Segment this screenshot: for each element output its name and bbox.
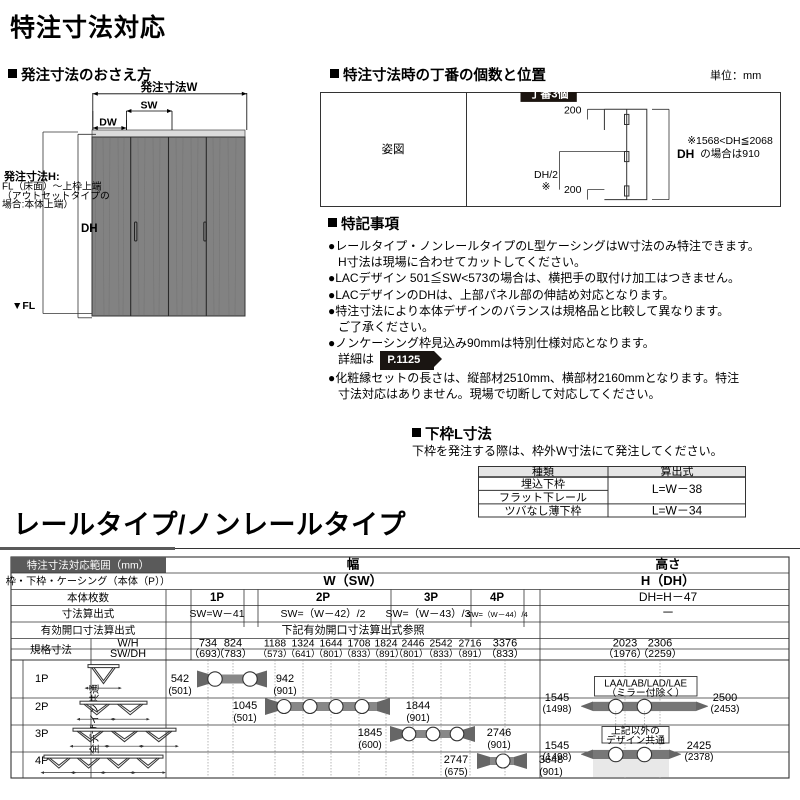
svg-text:H（DH）: H（DH） — [641, 573, 695, 588]
svg-text:(1498): (1498) — [543, 752, 572, 763]
svg-text:枠・下枠・ケーシング（本体（P））: 枠・下枠・ケーシング（本体（P）） — [6, 575, 171, 588]
svg-text:1844: 1844 — [406, 700, 430, 712]
svg-text:1045: 1045 — [233, 700, 257, 712]
svg-text:(675): (675) — [444, 767, 467, 778]
svg-text:(1498): (1498) — [543, 704, 572, 715]
svg-text:(2453): (2453) — [711, 704, 740, 715]
svg-text:(901): (901) — [487, 740, 510, 751]
svg-text:1708: 1708 — [348, 639, 371, 650]
svg-text:3P: 3P — [424, 592, 438, 604]
svg-text:SW/DH: SW/DH — [110, 648, 146, 660]
svg-text:2716: 2716 — [459, 639, 482, 650]
svg-text:（891）: （891） — [453, 648, 488, 660]
svg-text:SW=W－41: SW=W－41 — [189, 608, 244, 620]
svg-text:（ミラー付除く）: （ミラー付除く） — [607, 686, 685, 699]
svg-text:(2378): (2378) — [685, 752, 714, 763]
svg-text:高さ: 高さ — [655, 557, 680, 572]
svg-text:寸法算出式: 寸法算出式 — [62, 607, 115, 620]
svg-text:1545: 1545 — [545, 692, 569, 704]
svg-text:下記有効開口寸法算出式参照: 下記有効開口寸法算出式参照 — [282, 623, 425, 637]
svg-text:1845: 1845 — [358, 727, 382, 739]
svg-text:（783）: （783） — [214, 648, 253, 660]
svg-text:SW=（W－43）/3: SW=（W－43）/3 — [386, 608, 471, 620]
svg-text:3P: 3P — [35, 728, 48, 740]
svg-text:(901): (901) — [273, 686, 296, 697]
svg-text:SW=（W－42）/2: SW=（W－42）/2 — [281, 608, 366, 620]
svg-text:－: － — [661, 605, 674, 620]
svg-text:有効開口寸法算出式: 有効開口寸法算出式 — [41, 624, 136, 637]
svg-text:2446: 2446 — [402, 639, 425, 650]
svg-text:DH=H－47: DH=H－47 — [639, 590, 698, 604]
svg-text:(501): (501) — [168, 686, 191, 697]
svg-text:2746: 2746 — [487, 727, 511, 739]
svg-text:542: 542 — [171, 673, 189, 685]
svg-text:（833）: （833） — [486, 648, 525, 660]
svg-text:(901): (901) — [406, 713, 429, 724]
svg-text:2500: 2500 — [713, 692, 737, 704]
svg-text:SW=（W－44）/4: SW=（W－44）/4 — [466, 610, 527, 619]
svg-text:1644: 1644 — [320, 639, 343, 650]
svg-text:（2259）: （2259） — [638, 648, 682, 660]
svg-text:2425: 2425 — [687, 740, 711, 752]
svg-text:本体枚数: 本体枚数 — [67, 591, 109, 604]
svg-text:2P: 2P — [316, 592, 330, 604]
svg-text:特注寸法対応範囲（mm）: 特注寸法対応範囲（mm） — [27, 559, 150, 572]
svg-text:942: 942 — [276, 673, 294, 685]
svg-text:デザイン共通: デザイン共通 — [606, 734, 665, 747]
svg-text:(501): (501) — [233, 713, 256, 724]
svg-text:(600): (600) — [358, 740, 381, 751]
svg-text:1P: 1P — [210, 592, 224, 604]
svg-text:1P: 1P — [35, 673, 48, 685]
svg-text:1824: 1824 — [375, 639, 398, 650]
svg-text:2542: 2542 — [430, 639, 453, 650]
svg-text:2747: 2747 — [444, 754, 468, 766]
svg-text:1545: 1545 — [545, 740, 569, 752]
svg-text:W（SW）: W（SW） — [323, 573, 382, 588]
svg-text:幅: 幅 — [347, 557, 360, 572]
svg-text:1188: 1188 — [264, 639, 286, 650]
svg-text:4P: 4P — [490, 592, 504, 604]
svg-text:2P: 2P — [35, 701, 48, 713]
svg-text:(901): (901) — [539, 767, 562, 778]
svg-text:1324: 1324 — [292, 639, 315, 650]
svg-text:規格寸法: 規格寸法 — [30, 643, 72, 656]
